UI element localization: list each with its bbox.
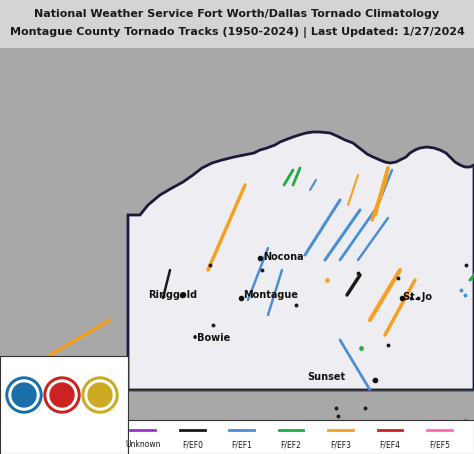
Text: F/EF1: F/EF1: [231, 440, 252, 449]
Circle shape: [88, 383, 112, 407]
Text: Sunset: Sunset: [307, 372, 345, 382]
Circle shape: [12, 383, 36, 407]
Text: F/EF3: F/EF3: [330, 440, 351, 449]
Polygon shape: [128, 132, 474, 390]
Text: Ringgold: Ringgold: [148, 290, 197, 300]
Text: F/EF4: F/EF4: [380, 440, 401, 449]
Circle shape: [9, 380, 39, 410]
Text: •Bowie: •Bowie: [192, 333, 231, 343]
Circle shape: [6, 377, 42, 413]
Text: F/EF5: F/EF5: [429, 440, 450, 449]
Bar: [0, 356, 128, 454]
Circle shape: [44, 377, 80, 413]
Text: National Weather Service Fort Worth/Dallas Tornado Climatology: National Weather Service Fort Worth/Dall…: [35, 9, 439, 19]
Bar: [128, 420, 474, 454]
Circle shape: [85, 380, 115, 410]
Text: Unknown: Unknown: [125, 440, 161, 449]
Circle shape: [82, 377, 118, 413]
Text: Nocona: Nocona: [263, 252, 304, 262]
Text: Montague County Tornado Tracks (1950-2024) | Last Updated: 1/27/2024: Montague County Tornado Tracks (1950-202…: [9, 26, 465, 38]
Bar: [0, 0, 474, 48]
Text: F/EF0: F/EF0: [182, 440, 203, 449]
Text: F/EF2: F/EF2: [281, 440, 301, 449]
Text: St. Jo: St. Jo: [403, 292, 432, 302]
Circle shape: [50, 383, 74, 407]
Text: Montague: Montague: [243, 290, 298, 300]
Circle shape: [47, 380, 77, 410]
